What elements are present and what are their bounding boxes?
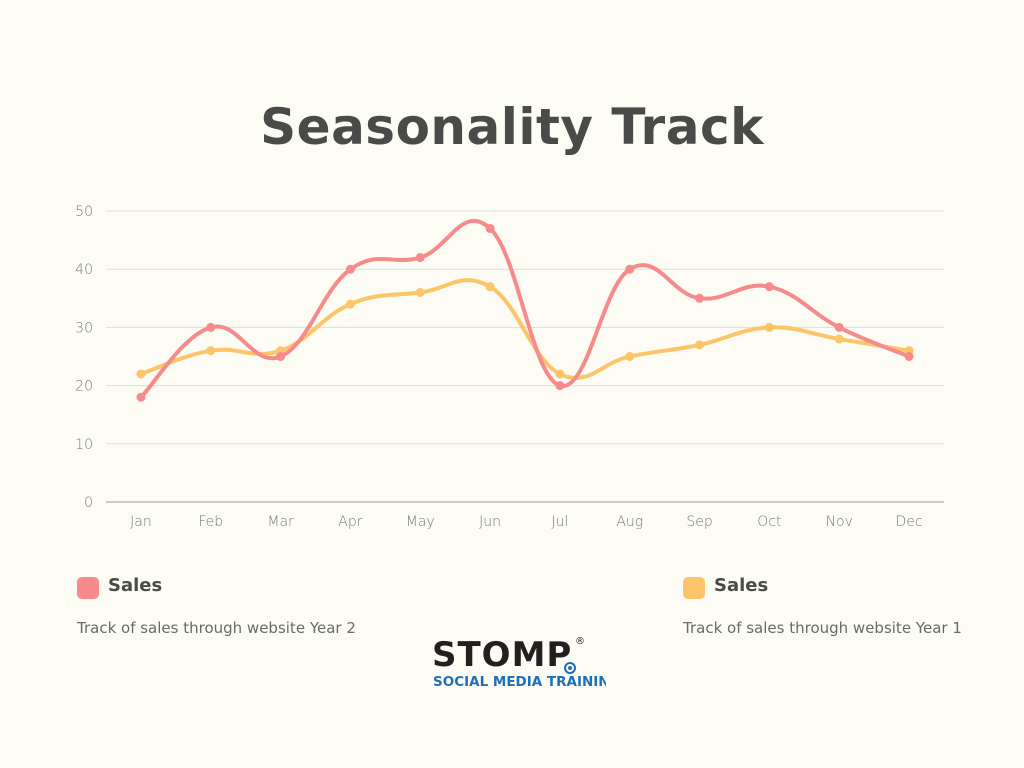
chart-title: Seasonality Track bbox=[260, 98, 764, 156]
logo-eye-icon bbox=[564, 662, 576, 674]
logo-eye-pupil-icon bbox=[568, 666, 572, 670]
x-tick-label: Mar bbox=[267, 514, 294, 530]
data-point bbox=[555, 369, 565, 379]
data-point bbox=[415, 253, 425, 263]
x-tick-label: Apr bbox=[338, 514, 362, 530]
x-tick-label: Oct bbox=[757, 514, 781, 530]
data-point bbox=[136, 369, 146, 379]
x-tick-label: Aug bbox=[616, 514, 643, 530]
data-point bbox=[206, 346, 216, 356]
data-point bbox=[625, 264, 635, 274]
data-point bbox=[206, 322, 216, 332]
line-chart: 0 10 20 30 40 50 Jan Feb Mar Apr May Jun Jul Aug Sep Oc… bbox=[75, 204, 944, 530]
x-tick-label: Nov bbox=[826, 514, 853, 530]
series-line-year-2 bbox=[138, 218, 912, 400]
x-tick-label: Jan bbox=[130, 514, 152, 530]
data-point bbox=[345, 299, 355, 309]
y-tick-label: 50 bbox=[75, 204, 93, 220]
logo-registered: ® bbox=[575, 636, 585, 647]
data-point bbox=[764, 282, 774, 292]
legend-swatch-year-2 bbox=[77, 577, 99, 599]
y-tick-label: 10 bbox=[75, 437, 93, 453]
legend-label: Sales bbox=[108, 575, 163, 596]
y-tick-label: 0 bbox=[84, 495, 93, 511]
logo-brand: STOMP bbox=[432, 635, 572, 675]
legend-description: Track of sales through website Year 1 bbox=[683, 619, 962, 637]
data-point bbox=[485, 282, 495, 292]
legend-label: Sales bbox=[714, 575, 769, 596]
data-point bbox=[345, 264, 355, 274]
x-tick-label: Jun bbox=[479, 514, 501, 530]
data-point bbox=[136, 392, 146, 402]
data-point bbox=[695, 293, 705, 303]
data-point bbox=[834, 334, 844, 344]
y-tick-label: 30 bbox=[75, 320, 93, 336]
y-tick-label: 40 bbox=[75, 262, 93, 278]
data-point bbox=[764, 322, 774, 332]
x-tick-label: Feb bbox=[198, 514, 223, 530]
x-tick-label: Dec bbox=[896, 514, 923, 530]
x-tick-label: May bbox=[406, 514, 435, 530]
data-point bbox=[555, 381, 565, 391]
legend-description: Track of sales through website Year 2 bbox=[77, 619, 356, 637]
data-point bbox=[415, 287, 425, 297]
data-point bbox=[485, 223, 495, 233]
data-point bbox=[904, 352, 914, 361]
data-point bbox=[276, 352, 286, 361]
x-tick-label: Jul bbox=[551, 514, 568, 530]
x-tick-label: Sep bbox=[686, 514, 712, 530]
logo-tagline: SOCIAL MEDIA TRAINING bbox=[433, 674, 606, 690]
y-tick-label: 20 bbox=[75, 379, 93, 395]
data-point bbox=[625, 352, 635, 361]
stomp-logo: STOMP ® SOCIAL MEDIA TRAINING bbox=[432, 635, 606, 690]
data-point bbox=[695, 340, 705, 350]
legend-swatch-year-1 bbox=[683, 577, 705, 599]
data-point bbox=[834, 322, 844, 332]
